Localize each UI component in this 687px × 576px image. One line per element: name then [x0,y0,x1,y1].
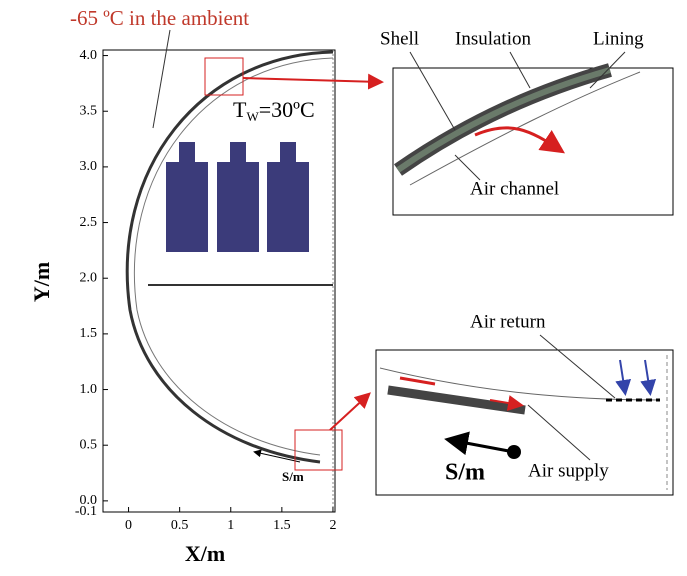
leader [540,335,615,398]
passenger [267,162,309,252]
y-tick-label: 0.5 [80,437,98,452]
leader [455,155,480,180]
y-tick-label: 0.0 [80,493,98,508]
passenger [166,162,208,252]
y-tick-label: 3.5 [80,103,98,118]
return-arrow [645,360,650,392]
y-axis-label: Y/m [29,262,54,302]
leader [153,30,170,128]
x-tick-label: 1 [227,518,234,533]
passenger [217,162,259,252]
y-tick-label: 2.5 [80,215,98,230]
air-return-label: Air return [470,311,546,332]
shell-label: Shell [380,28,419,49]
passenger-head [179,142,195,164]
s-arrow [450,440,514,452]
zoom-arrow [243,78,380,82]
page: -65 ºC in the ambient TW=30ºC S/m Shell … [0,0,687,576]
y-tick-label: 4.0 [80,48,98,63]
x-tick-label: 0 [125,518,132,533]
passenger-head [280,142,296,164]
wall-temp: TW=30ºC [233,97,315,124]
leader [528,405,590,460]
s-label: S/m [282,469,304,484]
lining-label: Lining [593,28,644,49]
leader [510,52,530,88]
passengers [166,142,309,252]
return-arrow [620,360,625,392]
x-tick-label: 0.5 [171,518,189,533]
zoom-arrow [330,395,368,430]
y-tick-label: 1.5 [80,326,98,341]
wall-rest: =30ºC [259,97,315,122]
s-label-big: S/m [445,460,485,486]
y-tick-label: 2.0 [80,270,98,285]
insulation-label: Insulation [455,28,531,49]
leader [410,52,455,130]
wall-sub: W [246,109,259,124]
passenger-head [230,142,246,164]
airflow [475,128,560,150]
air-supply-label: Air supply [528,460,609,481]
ambient-label: -65 ºC in the ambient [70,6,249,30]
x-axis-label: X/m [185,541,225,566]
x-tick-label: 2 [329,518,336,533]
y-tick-label: 1.0 [80,382,98,397]
wall-t: T [233,97,247,122]
figure: -65 ºC in the ambient TW=30ºC S/m Shell … [0,0,687,571]
air-channel-label: Air channel [470,178,559,199]
inset-wall [388,390,525,410]
y-tick-label: 3.0 [80,159,98,174]
x-tick-label: 1.5 [273,518,291,533]
inset-bottom [376,350,673,495]
inset-wall [398,70,610,170]
inset-lining [410,72,640,185]
